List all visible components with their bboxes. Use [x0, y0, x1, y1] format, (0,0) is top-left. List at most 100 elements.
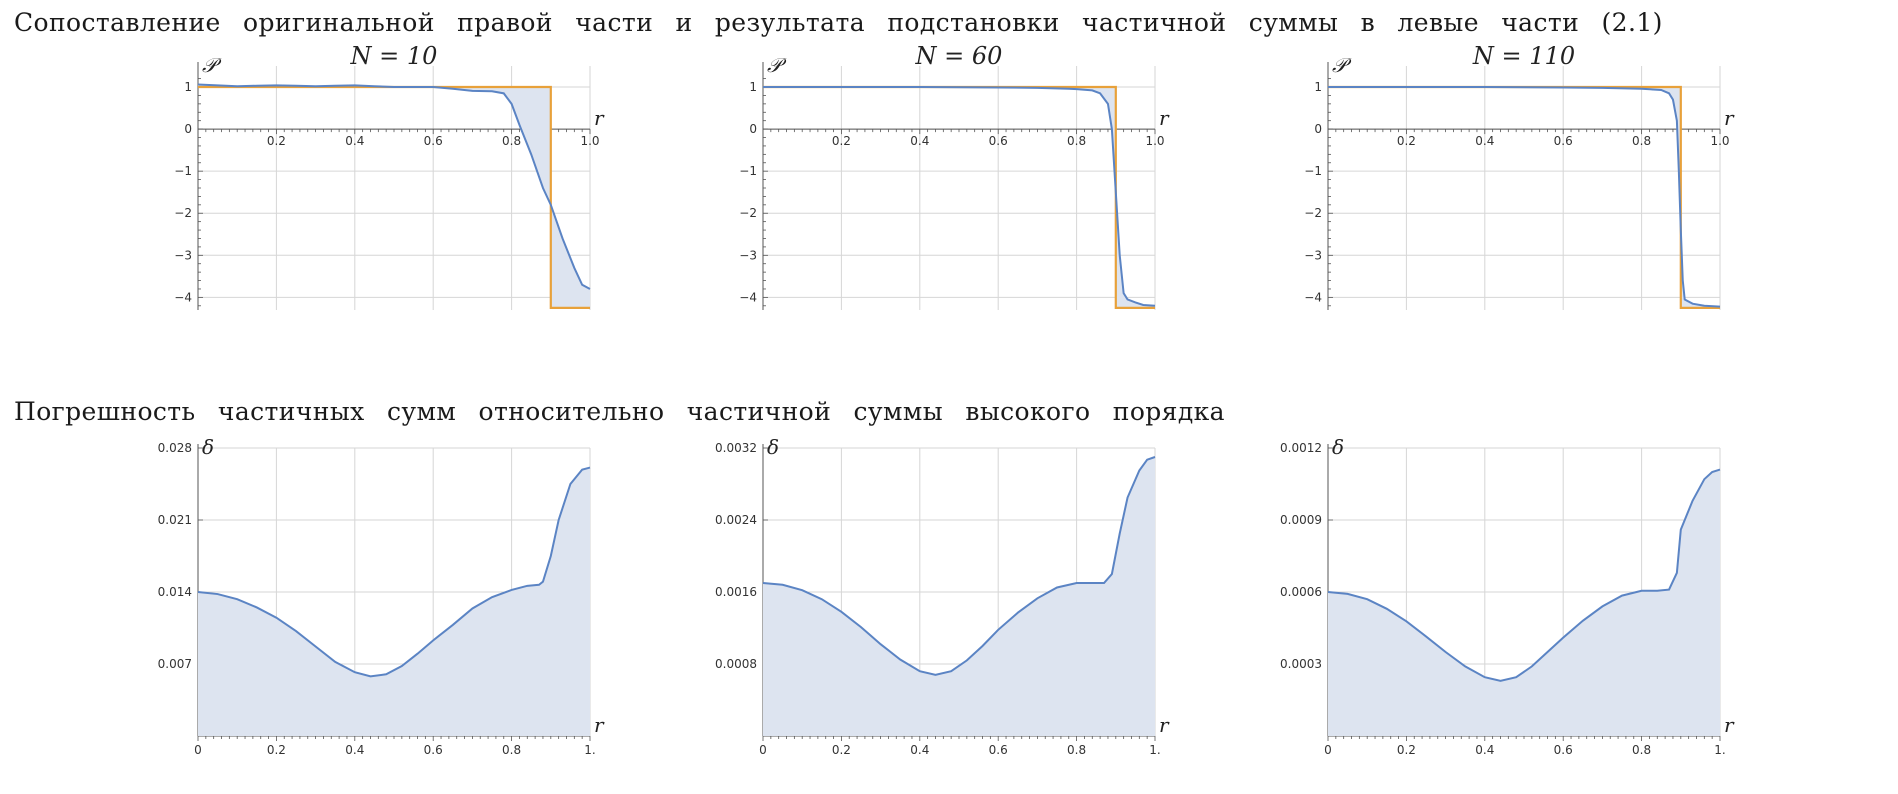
x-tick-label: 0.8	[1067, 743, 1086, 757]
chart-title: N = 60	[915, 42, 1003, 70]
x-tick-label: 0	[759, 743, 767, 757]
y-axis-label: δ	[202, 435, 214, 459]
y-tick-label: 0.0012	[1280, 441, 1322, 455]
x-tick-label: 0.6	[1554, 743, 1573, 757]
x-tick-label: 0.4	[345, 743, 364, 757]
y-tick-label: −3	[739, 248, 757, 262]
x-tick-label: 0	[1324, 743, 1332, 757]
chart-n60: 0.2 0.4 0.6 0.8 1.0 1 0 −1 −2 −3 −4 r 𝒫 N = 60	[739, 42, 1170, 310]
error-area	[763, 457, 1155, 736]
x-tick-label: 0.4	[1475, 134, 1494, 148]
x-tick-label: 1.	[584, 743, 595, 757]
x-axis-label: r	[1724, 713, 1735, 737]
x-tick-label: 0.2	[832, 134, 851, 148]
y-axis-label: 𝒫	[767, 53, 787, 77]
x-tick-label: 0.4	[345, 134, 364, 148]
y-tick-label: 0.0009	[1280, 513, 1322, 527]
x-tick-label: 0.8	[502, 743, 521, 757]
y-tick-label: −3	[174, 248, 192, 262]
x-tick-label: 0.6	[1554, 134, 1573, 148]
partial-sum-series-line	[1328, 86, 1721, 308]
x-tick-label: 0.2	[1397, 743, 1416, 757]
chart-title: N = 10	[350, 42, 438, 70]
x-tick-label: 1.0	[580, 134, 599, 148]
x-tick-label: 0.8	[502, 134, 521, 148]
chart-error-3: 0 0.2 0.4 0.6 0.8 1. 0.0003 0.0006 0.0009 0.0012 r…	[1280, 435, 1735, 757]
y-tick-label: 1	[1314, 80, 1322, 94]
x-tick-label: 0.6	[424, 134, 443, 148]
y-tick-label: 0	[749, 122, 757, 136]
x-tick-label: 0.4	[910, 743, 929, 757]
x-axis-label: r	[594, 713, 605, 737]
x-tick-label: 0.2	[832, 743, 851, 757]
x-tick-label: 0.8	[1632, 743, 1651, 757]
bottom-heading: Погрешность частичных сумм относительно …	[14, 397, 1225, 426]
y-tick-label: 1	[749, 80, 757, 94]
y-tick-label: 0	[1314, 122, 1322, 136]
y-tick-label: 0.0008	[715, 657, 757, 671]
y-tick-label: 0.0016	[715, 585, 757, 599]
y-tick-label: 0.0024	[715, 513, 757, 527]
y-tick-label: 0.014	[158, 585, 192, 599]
target-series-line	[1328, 85, 1720, 309]
y-tick-label: −4	[174, 290, 192, 304]
x-tick-label: 0	[194, 743, 202, 757]
target-series-line	[763, 85, 1155, 309]
x-tick-label: 0.8	[1632, 134, 1651, 148]
y-axis-label: 𝒫	[1332, 53, 1352, 77]
y-tick-label: −1	[1304, 164, 1322, 178]
x-axis-label: r	[594, 106, 605, 130]
error-area	[198, 467, 590, 736]
y-tick-label: 1	[184, 80, 192, 94]
y-tick-label: 0.0006	[1280, 585, 1322, 599]
y-tick-label: −1	[174, 164, 192, 178]
chart-n10: 0.2 0.4 0.6 0.8 1.0 1 0 −1 −2 −3 −4 r 𝒫 N = 10	[174, 42, 605, 310]
y-axis-label: δ	[767, 435, 779, 459]
error-series-line	[762, 456, 1156, 676]
y-tick-label: −4	[1304, 290, 1322, 304]
error-area	[1328, 469, 1720, 736]
x-tick-label: 0.8	[1067, 134, 1086, 148]
y-tick-label: 0	[184, 122, 192, 136]
x-tick-label: 1.	[1149, 743, 1160, 757]
y-tick-label: 0.0003	[1280, 657, 1322, 671]
chart-title: N = 110	[1472, 42, 1575, 70]
top-heading: Сопоставление оригинальной правой части …	[14, 8, 1663, 37]
x-tick-label: 0.2	[1397, 134, 1416, 148]
partial-sum-series-line	[763, 86, 1156, 307]
x-tick-label: 0.6	[424, 743, 443, 757]
x-axis-label: r	[1159, 713, 1170, 737]
x-tick-label: 0.4	[910, 134, 929, 148]
x-tick-label: 0.6	[989, 743, 1008, 757]
x-tick-label: 0.4	[1475, 743, 1494, 757]
partial-sum-series-line	[197, 83, 591, 290]
y-tick-label: 0.0032	[715, 441, 757, 455]
y-tick-label: −2	[739, 206, 757, 220]
y-tick-label: 0.028	[158, 441, 192, 455]
y-tick-label: −2	[174, 206, 192, 220]
chart-n110: 0.2 0.4 0.6 0.8 1.0 1 0 −1 −2 −3 −4 r 𝒫 N = 110	[1304, 42, 1735, 310]
y-tick-label: −2	[1304, 206, 1322, 220]
difference-fill	[1328, 87, 1720, 308]
error-series-line	[1327, 468, 1721, 682]
x-tick-label: 0.6	[989, 134, 1008, 148]
x-axis-label: r	[1159, 106, 1170, 130]
x-tick-label: 0.2	[267, 743, 286, 757]
y-axis-label: 𝒫	[202, 53, 222, 77]
x-tick-label: 0.2	[267, 134, 286, 148]
y-tick-label: −3	[1304, 248, 1322, 262]
difference-fill	[763, 87, 1155, 308]
y-axis-label: δ	[1332, 435, 1344, 459]
x-axis-label: r	[1724, 106, 1735, 130]
x-tick-label: 1.	[1714, 743, 1725, 757]
chart-error-2: 0 0.2 0.4 0.6 0.8 1. 0.0008 0.0016 0.0024 0.0032 r…	[715, 435, 1170, 757]
chart-error-1: 0 0.2 0.4 0.6 0.8 1. 0.007 0.014 0.021 0.028 r δ	[158, 435, 605, 757]
y-tick-label: −1	[739, 164, 757, 178]
y-tick-label: 0.007	[158, 657, 192, 671]
error-series-line	[197, 466, 591, 678]
x-tick-label: 1.0	[1710, 134, 1729, 148]
x-tick-label: 1.0	[1145, 134, 1164, 148]
difference-fill	[198, 84, 590, 308]
y-tick-label: 0.021	[158, 513, 192, 527]
y-tick-label: −4	[739, 290, 757, 304]
